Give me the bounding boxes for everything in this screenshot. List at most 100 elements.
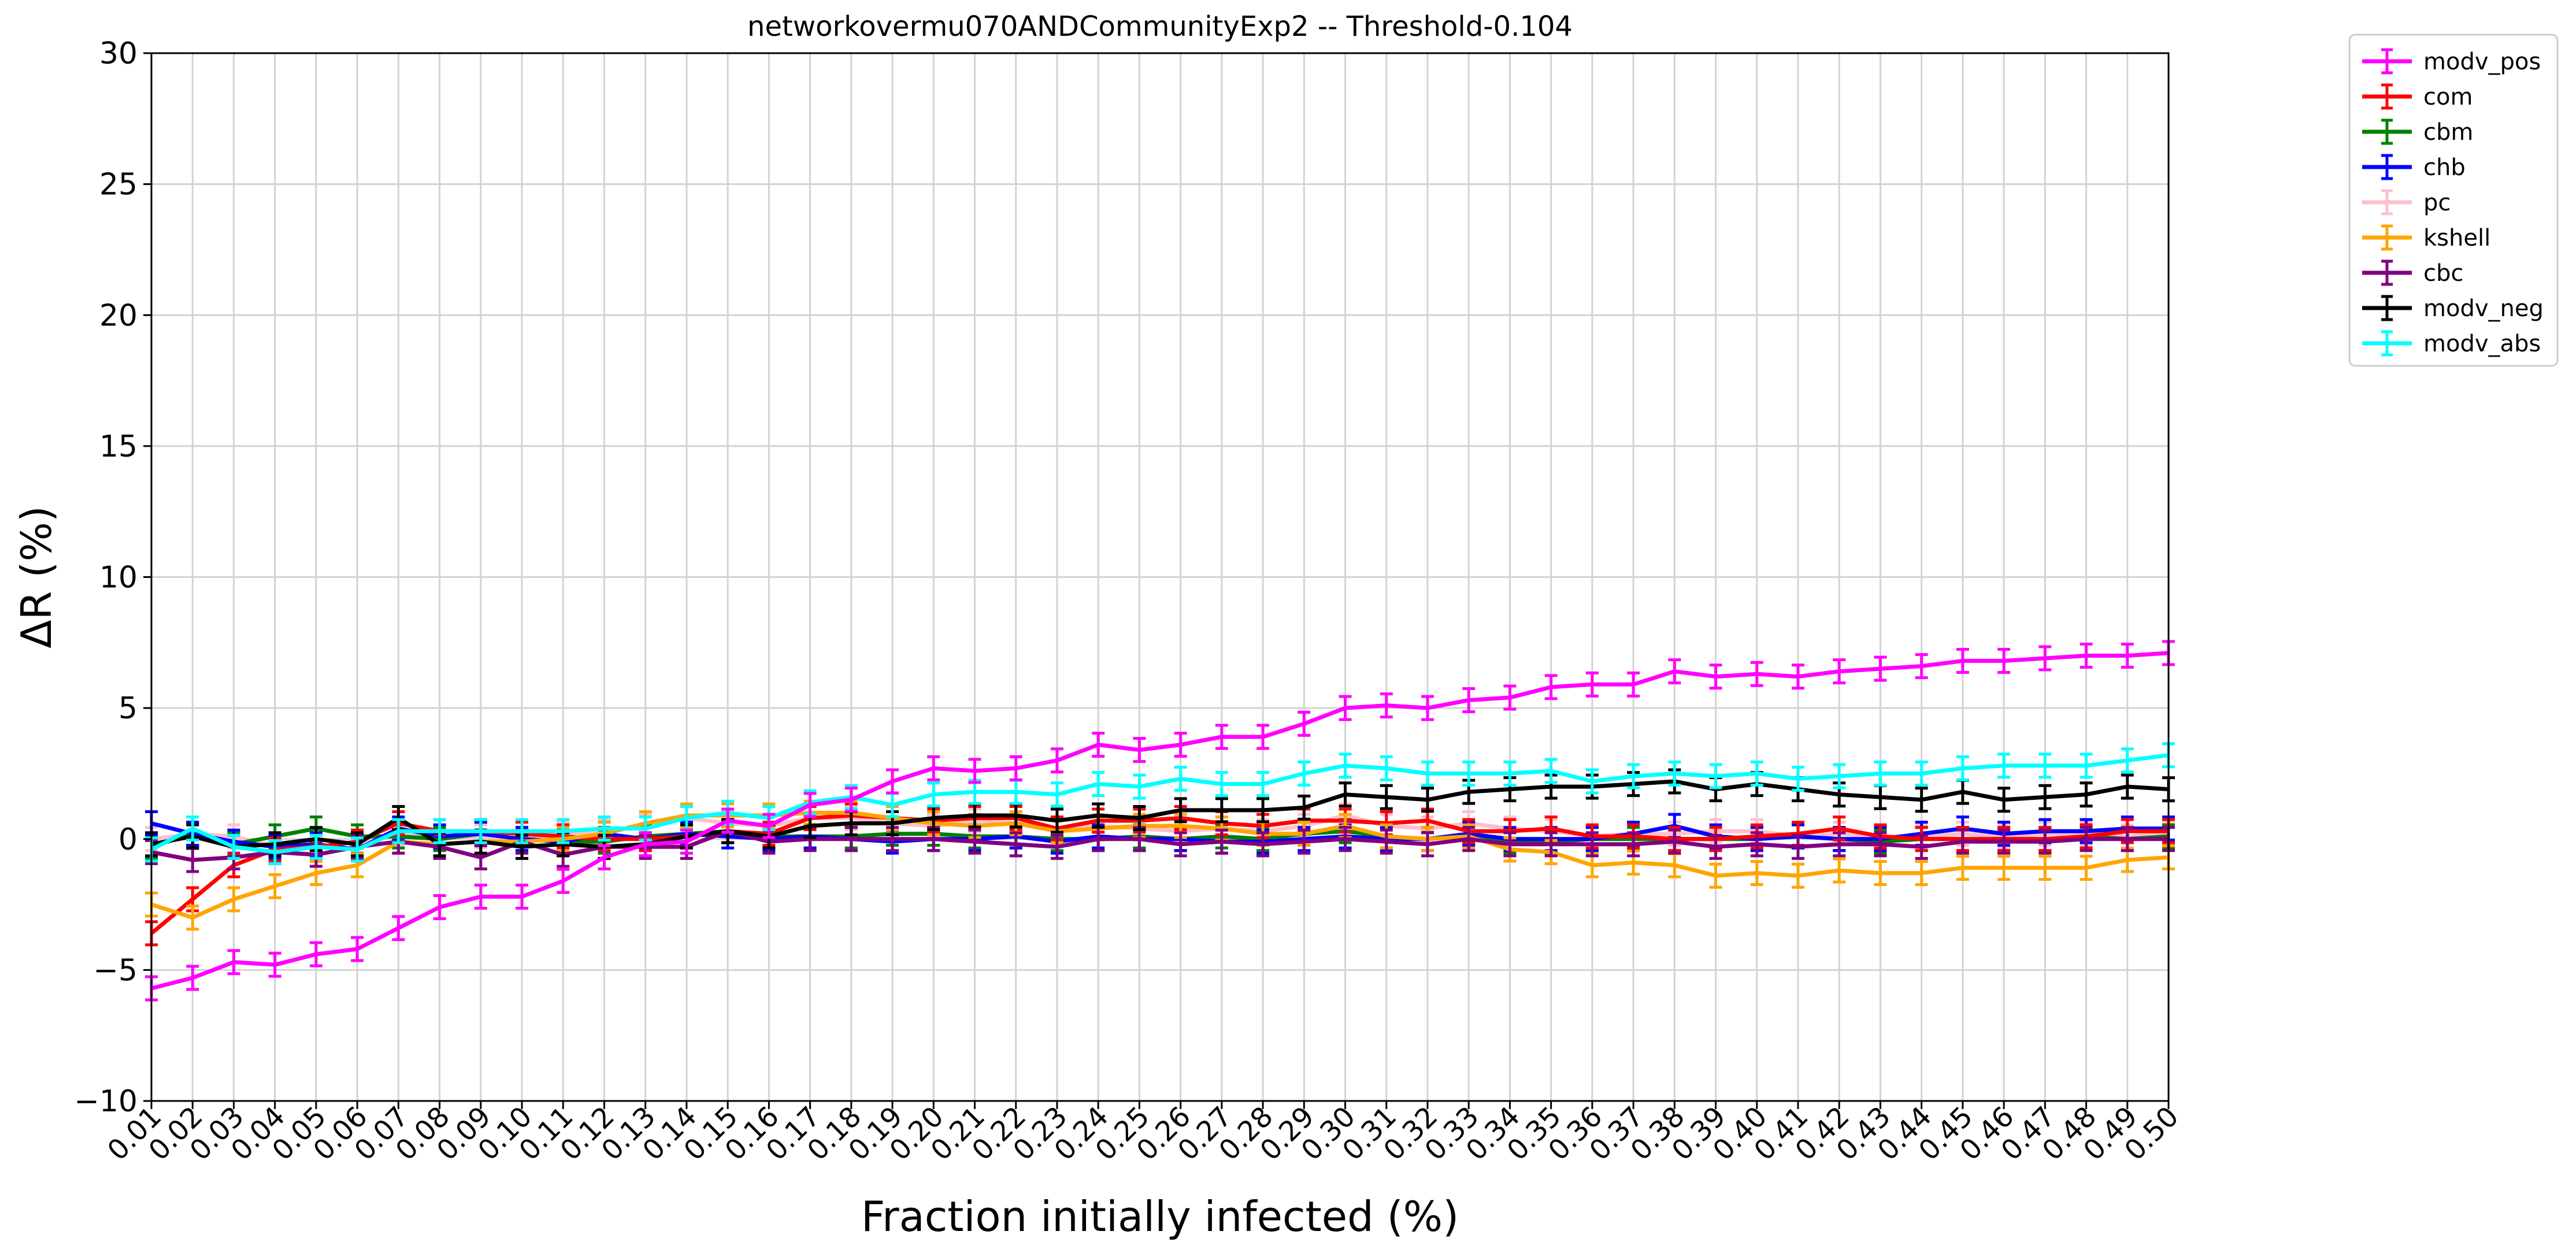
series-layer [145,640,2175,1002]
legend-label: modv_abs [2423,331,2541,357]
error-bar [1215,771,1228,798]
error-bar [1339,752,1352,779]
error-bar [1750,760,1763,787]
error-bar [1133,737,1146,763]
legend-box [2348,34,2559,367]
error-bar [1915,760,1928,787]
error-bar [1050,781,1063,808]
error-bar [1997,787,2011,813]
error-bar [1791,862,1804,889]
y-axis-ticks: −10 −5 0 5 10 15 20 25 30 [74,36,151,1119]
error-bar [186,965,199,991]
y-tick-label: 20 [99,298,138,333]
error-bar [1791,833,1804,860]
error-bar [2080,855,2093,881]
error-bar [1627,671,1640,698]
y-tick-label: 10 [99,561,138,595]
error-bar [1298,828,1311,855]
y-axis-label: ΔR (%) [12,506,61,648]
error-bar [1298,710,1311,737]
error-bar [1503,684,1517,711]
error-bar [2121,747,2134,774]
error-bar [1627,831,1640,858]
y-tick-label: −10 [74,1084,138,1119]
legend-label: com [2423,84,2473,110]
error-bar [2038,784,2052,810]
error-bar [1421,831,1434,858]
legend-label: modv_pos [2423,49,2541,75]
error-bar [1215,724,1228,750]
legend-item-cbc: cbc [2362,259,2463,287]
error-bar [1174,797,1187,824]
error-bar [1380,828,1393,855]
error-bar [1585,768,1599,795]
y-tick-label: 15 [99,429,138,464]
error-bar [1709,663,1722,690]
error-bar [1462,760,1476,787]
error-bar [598,844,611,870]
series-cbc [145,818,2175,873]
error-bar [844,787,858,813]
error-bar [268,951,281,978]
error-bar [598,815,611,842]
series-line [150,753,2169,854]
error-bar [268,873,281,899]
error-bar [1791,663,1804,690]
error-bar [1215,828,1228,855]
error-bar [557,867,570,894]
error-bar [1380,755,1393,781]
error-bar [1380,692,1393,719]
error-bar [1997,648,2011,674]
error-bar [1627,763,1640,789]
series-line [151,821,2169,852]
legend-item-kshell: kshell [2362,224,2490,251]
error-bar [1298,760,1311,787]
error-bar [1833,658,1846,685]
error-bar [1750,661,1763,687]
error-bar [2080,826,2093,852]
error-bar [1997,828,2011,855]
error-bar [1462,826,1476,852]
error-bar [227,886,240,913]
error-bar [1133,804,1146,831]
error-bar [968,828,981,855]
legend-item-chb: chb [2362,154,2466,181]
error-bar [1009,831,1022,858]
legend-label: kshell [2423,225,2490,251]
error-bar [1050,747,1063,774]
error-bar [1544,758,1558,784]
legend-item-cbm: cbm [2362,118,2473,146]
y-tick-label: 30 [99,36,138,71]
error-bar [1092,771,1105,798]
error-bar [1339,826,1352,852]
error-bar [2038,752,2052,779]
y-tick-label: −5 [93,953,138,988]
error-bar [1257,724,1270,750]
error-bar [1009,755,1022,781]
error-bar [1585,831,1599,858]
error-bar [886,768,899,795]
error-bar [1791,766,1804,792]
error-bar [474,883,487,910]
series-modv-abs [145,742,2175,865]
error-bar [1915,787,1928,813]
error-bar [1544,831,1558,858]
y-tick-label: 5 [118,691,138,726]
y-tick-label: 25 [99,168,138,202]
error-bar [2121,773,2134,800]
error-bar [516,883,529,910]
error-bar [309,833,323,860]
error-bar [1133,773,1146,800]
error-bar [639,831,652,858]
error-bar [1956,828,1969,855]
legend-item-pc: pc [2362,189,2451,216]
error-bar [1257,831,1270,858]
error-bar [1174,831,1187,858]
error-bar [2121,642,2134,669]
error-bar [516,818,529,844]
error-bar [1050,833,1063,860]
error-bar [186,904,199,931]
error-bar [762,813,776,839]
